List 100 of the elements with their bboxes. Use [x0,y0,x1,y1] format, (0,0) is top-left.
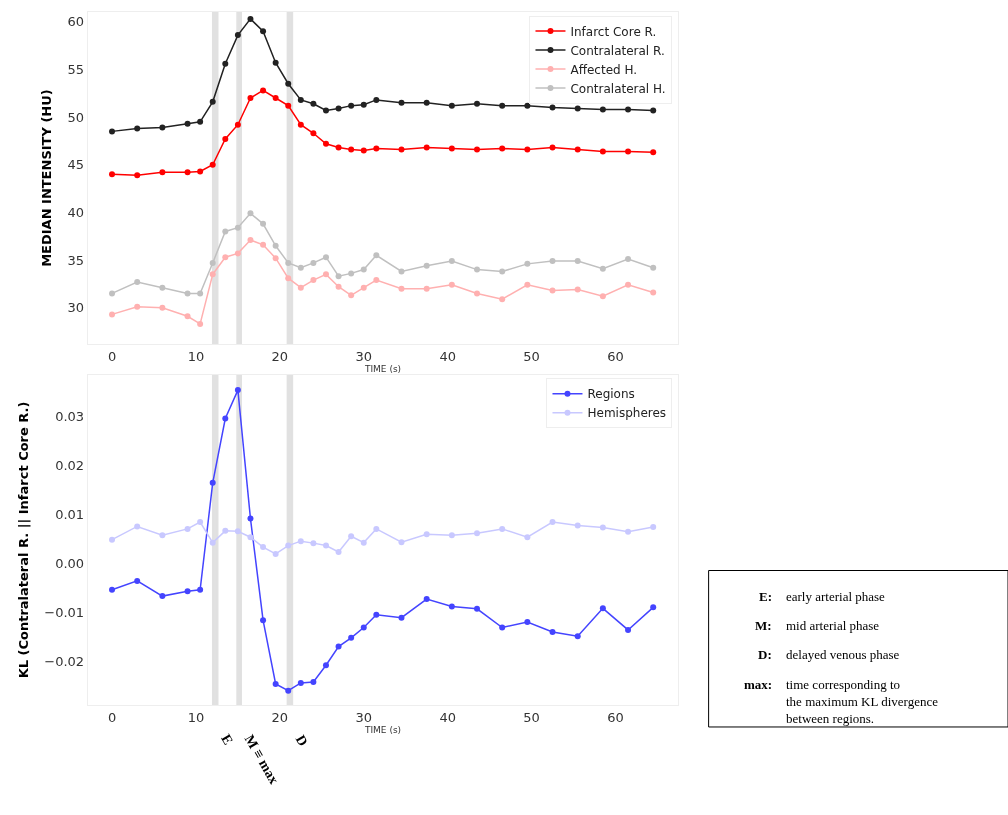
point [109,128,116,135]
point [247,515,254,522]
point [499,296,506,303]
point [398,268,405,275]
point [197,168,204,175]
x-tick-label: 0 [107,709,117,725]
point [499,624,506,631]
point [348,270,355,277]
point [197,320,204,327]
point [423,596,430,603]
legend-label: Affected H. [570,62,638,77]
point [574,146,581,153]
point [599,106,606,113]
point [272,255,279,262]
point [474,605,481,612]
point [222,415,229,422]
point [310,259,317,266]
point [549,628,556,635]
point [109,536,116,543]
point [134,125,141,132]
point [109,586,116,593]
point [574,258,581,264]
point [209,539,216,546]
point [209,259,216,266]
point [549,258,556,264]
point [574,286,581,293]
point [285,275,292,282]
point [650,264,657,271]
point [373,611,380,618]
point [373,96,380,103]
x-tick-label: 30 [355,348,373,364]
point [474,146,481,153]
point [234,32,241,39]
point [184,313,191,320]
point [222,135,229,142]
point [209,161,216,168]
point [260,28,267,35]
x-tick-label: 20 [271,348,289,364]
point [423,285,430,292]
point [398,99,405,106]
point [650,604,657,611]
point [159,124,166,131]
point [197,118,204,125]
point [625,281,632,288]
point [448,281,455,288]
point [260,87,267,94]
y-axis-title: KL (Contralateral R. || Infarct Core R.) [16,401,32,679]
legend-label: Infarct Core R. [570,24,657,39]
point [297,96,304,103]
point [524,146,531,153]
point [549,519,556,526]
point [524,260,531,267]
point [234,121,241,128]
point [398,285,405,292]
point [398,614,405,621]
point [423,144,430,151]
point [297,679,304,686]
point [335,273,342,280]
point [524,102,531,109]
point [134,523,141,530]
point [625,148,632,155]
point [297,538,304,545]
point [260,241,267,248]
point [423,262,430,269]
point [650,289,657,296]
point [310,678,317,685]
x-tick-label: 10 [187,709,205,725]
point [247,534,254,541]
point [247,95,254,102]
point [234,387,241,394]
point [310,540,317,547]
point [297,264,304,271]
point [322,662,329,669]
point [599,148,606,155]
point [310,100,317,107]
point [184,588,191,595]
point [297,284,304,291]
point [474,290,481,297]
point [348,146,355,153]
point [222,60,229,67]
point [272,95,279,102]
point [625,256,632,263]
legend-label: Contralateral H. [570,81,666,96]
point [260,544,267,551]
point [373,145,380,152]
point [335,643,342,650]
y-tick-label: 60 [67,14,85,30]
point [360,624,367,631]
y-tick-label: 45 [67,157,85,173]
point [448,258,455,264]
point [184,169,191,176]
point [197,586,204,593]
point [285,687,292,694]
text: time corresponding to the maximum KL divergence between regions. [786,677,939,726]
y-tick-label: 55 [67,61,85,77]
point [524,619,531,626]
text: delayed venous phase [786,647,900,662]
point [209,479,216,486]
legend-label: Hemispheres [587,406,667,421]
point [197,519,204,526]
